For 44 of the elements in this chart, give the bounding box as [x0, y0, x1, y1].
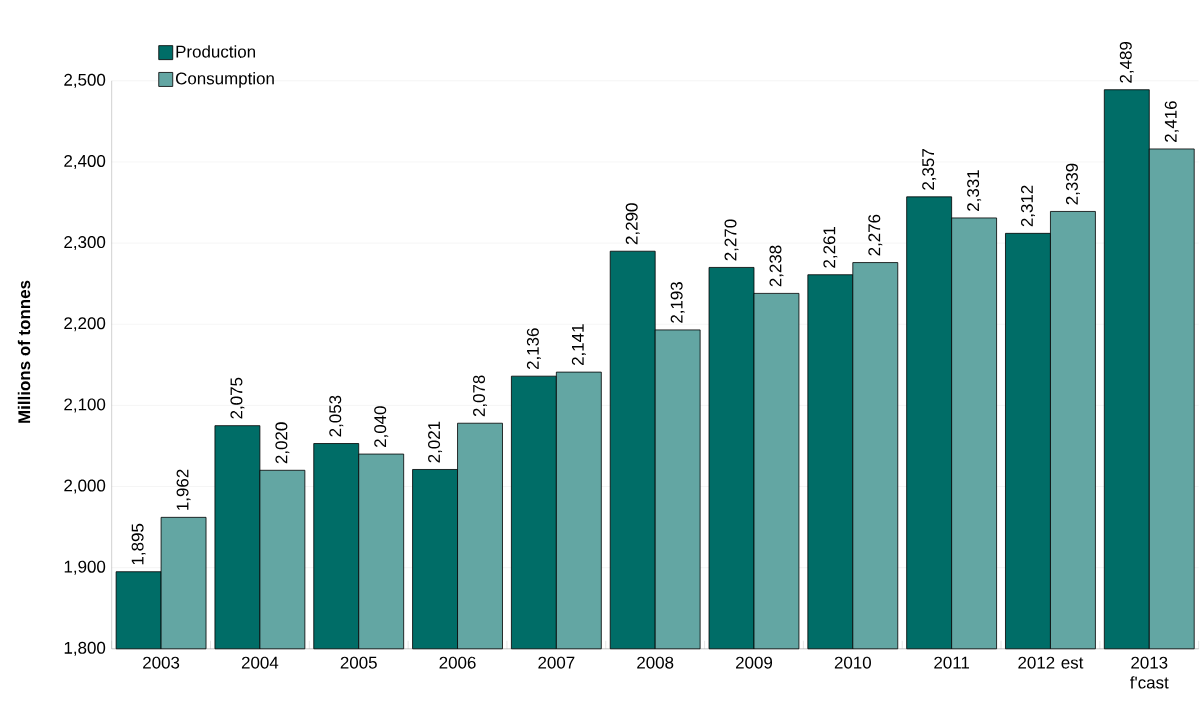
data-label: 2,075	[230, 377, 245, 419]
x-tick-label: 2013 f'cast	[1130, 656, 1169, 689]
x-tick-label: 2012 est	[1018, 656, 1084, 669]
data-label: 2,141	[571, 324, 586, 366]
x-tick-label: 2011	[934, 656, 970, 669]
data-label: 2,357	[922, 149, 937, 190]
legend-label: Consumption	[175, 72, 274, 88]
data-label: 2,021	[428, 421, 443, 463]
data-label: 2,290	[625, 203, 640, 245]
x-tick-label: 2006	[439, 656, 476, 669]
y-tick-label: 1,800	[64, 641, 106, 656]
y-tick-label: 2,100	[64, 398, 106, 413]
y-tick-label: 2,300	[64, 236, 106, 251]
x-tick-label: 2009	[736, 656, 773, 669]
data-label: 2,053	[329, 395, 344, 437]
data-label: 2,312	[1020, 185, 1035, 227]
y-tick-label: 2,400	[64, 154, 106, 169]
legend-label: Production	[176, 45, 255, 58]
data-label: 2,270	[724, 219, 739, 261]
x-tick-label: 2010	[834, 656, 871, 669]
data-label: 1,962	[176, 469, 191, 510]
y-tick-label: 2,500	[64, 73, 106, 88]
data-label: 1,895	[131, 523, 146, 565]
x-tick-label: 2007	[538, 656, 575, 669]
y-tick-label: 2,200	[64, 317, 106, 332]
data-label: 2,416	[1164, 101, 1179, 142]
data-label: 2,193	[670, 282, 685, 323]
data-label: 2,238	[769, 245, 784, 287]
y-tick-label: 2,000	[64, 479, 106, 494]
data-label: 2,020	[275, 422, 290, 464]
y-tick-label: 1,900	[64, 560, 106, 575]
data-label: 2,276	[868, 214, 883, 256]
x-tick-label: 2008	[637, 656, 674, 669]
data-label: 2,331	[967, 170, 982, 211]
data-label: 2,261	[823, 226, 838, 268]
data-label: 2,136	[526, 328, 541, 370]
x-tick-label: 2004	[241, 656, 279, 669]
x-tick-label: 2005	[340, 656, 377, 669]
data-label: 2,040	[374, 406, 389, 448]
data-label: 2,078	[473, 375, 488, 417]
data-label: 2,489	[1119, 41, 1134, 83]
x-tick-label: 2003	[143, 656, 180, 669]
data-label: 2,339	[1065, 163, 1080, 205]
y-axis-title: Millions of tonnes	[17, 280, 31, 423]
